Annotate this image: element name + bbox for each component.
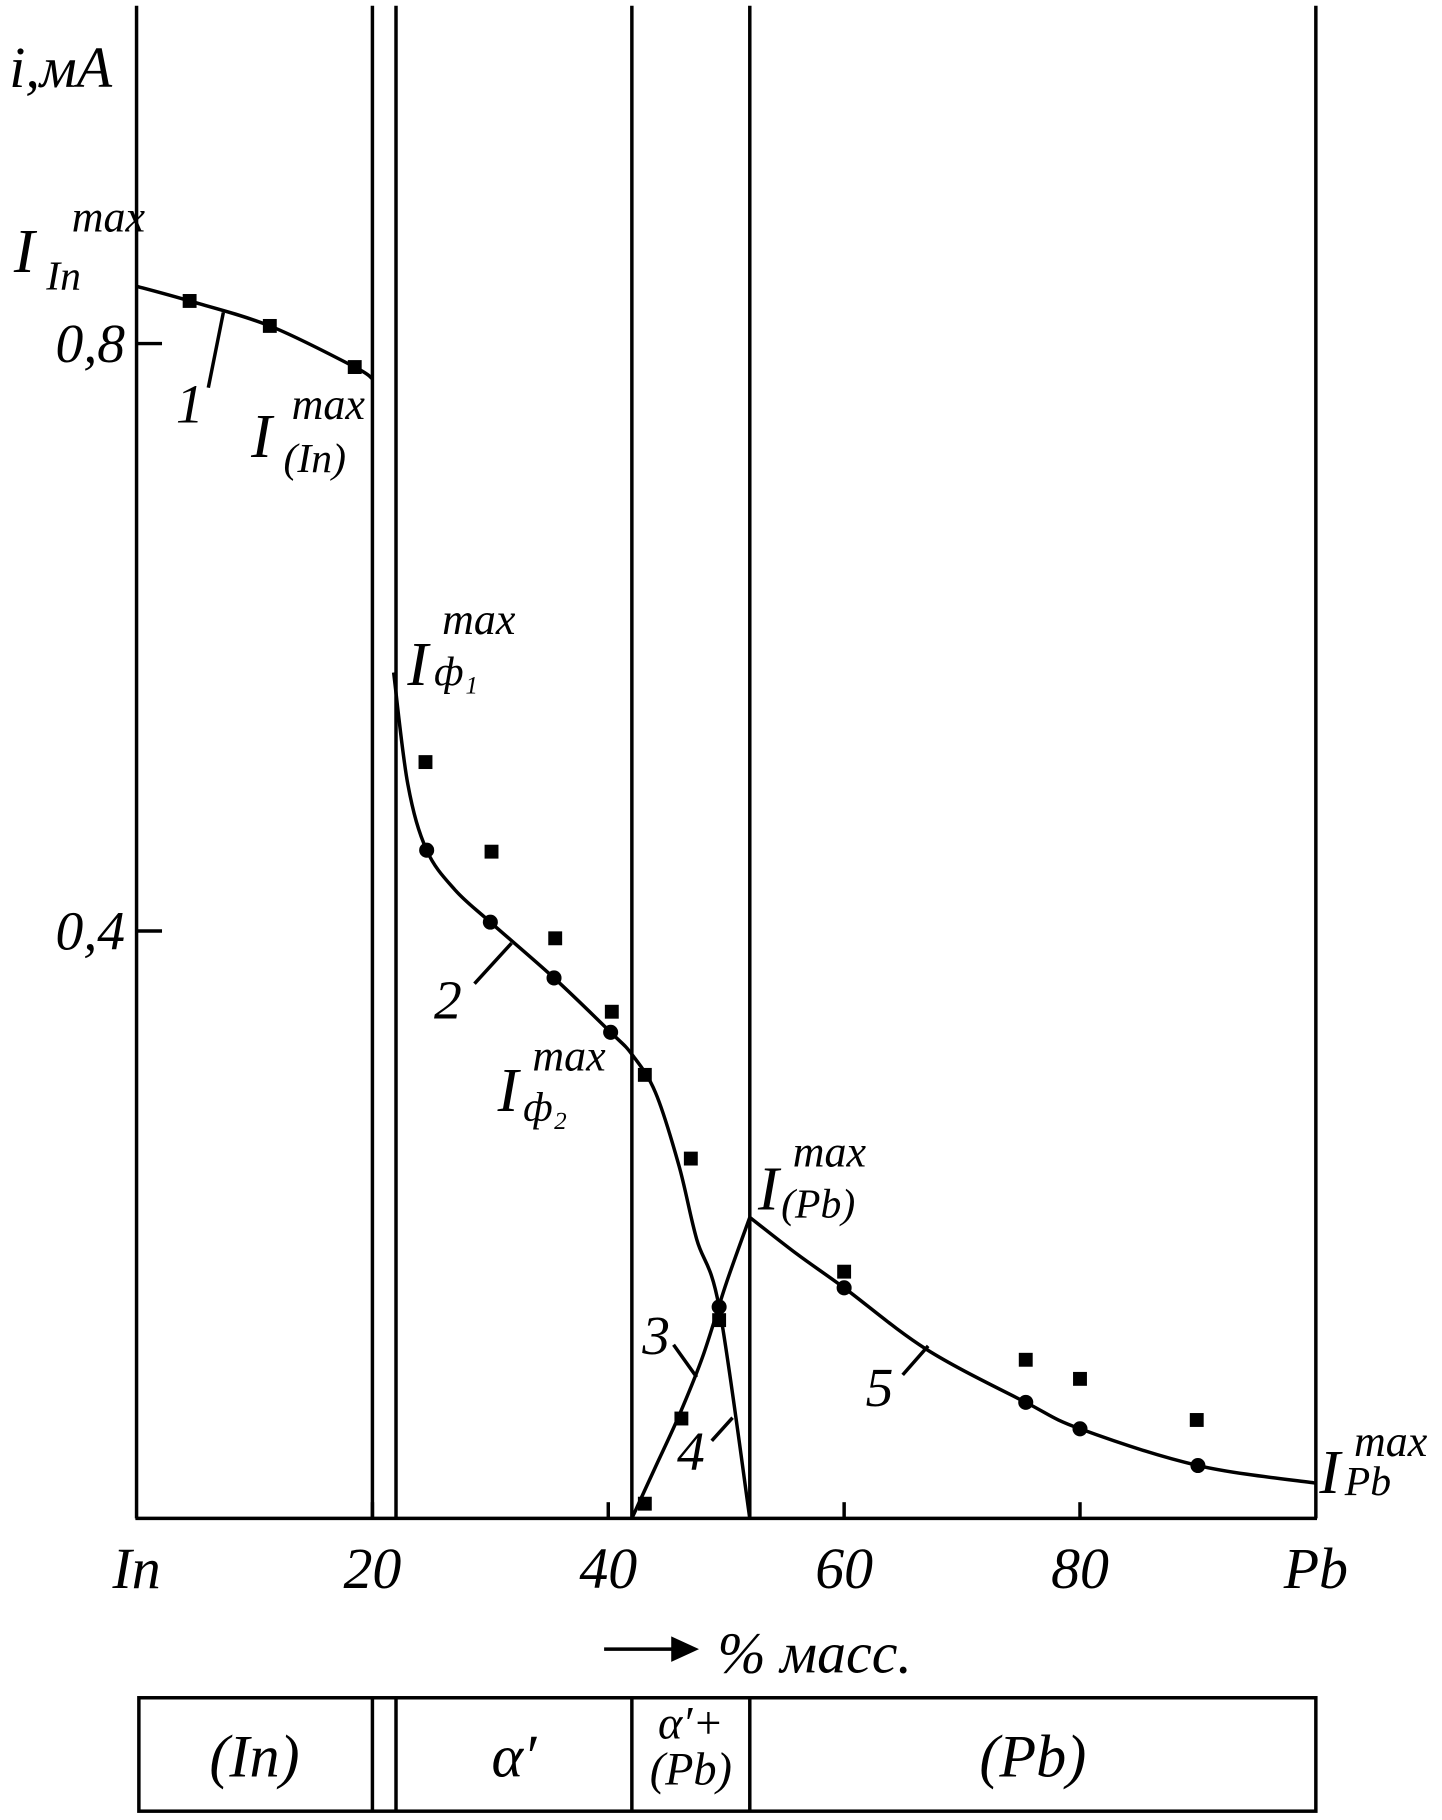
x-tick-label: 20	[343, 1536, 401, 1601]
phase-label: α′+	[658, 1698, 724, 1749]
annotation-sup: max	[292, 380, 366, 429]
square-point	[182, 294, 197, 308]
annotation-sup: max	[532, 1032, 606, 1081]
x-tick-label: 60	[815, 1536, 873, 1601]
y-tick-label: 0,4	[56, 900, 125, 962]
leader	[473, 942, 513, 985]
square-point	[548, 931, 563, 946]
curve-label: 1	[176, 373, 204, 435]
square-point	[712, 1313, 727, 1328]
leader	[206, 312, 226, 389]
x-tick-label: 80	[1051, 1536, 1109, 1601]
phase-bar	[137, 1696, 1318, 1813]
annotation-sup: max	[1354, 1417, 1428, 1466]
circle-point	[482, 914, 498, 930]
annotation-sup: max	[793, 1128, 867, 1177]
square-point	[1073, 1371, 1087, 1386]
square-point	[484, 844, 499, 859]
square-point	[347, 360, 362, 374]
curve	[136, 284, 374, 381]
x-tick-label: Pb	[1283, 1536, 1348, 1601]
circle-point	[546, 970, 562, 986]
phase-label: (Pb)	[650, 1745, 732, 1796]
annotation-sup: max	[72, 192, 146, 241]
square-point	[637, 1496, 652, 1511]
square-point	[418, 755, 433, 770]
square-point	[674, 1411, 689, 1426]
annotation-sub: Pb	[1344, 1459, 1391, 1505]
square-point	[604, 1004, 619, 1019]
square-point	[637, 1067, 652, 1082]
circle-point	[836, 1280, 852, 1296]
x-tick-label: In	[111, 1536, 160, 1601]
annotation-sub: (In)	[284, 436, 346, 482]
circle-point	[1190, 1457, 1206, 1474]
annotation-sub: In	[45, 253, 81, 299]
square-point	[262, 318, 277, 333]
arrow-head	[671, 1636, 700, 1662]
curve	[748, 1215, 1317, 1485]
annotation-main: I	[13, 216, 38, 286]
curve	[630, 1216, 752, 1520]
y-axis-label: i,мА	[9, 35, 112, 100]
square-point	[837, 1264, 852, 1279]
curve-label: 3	[641, 1305, 670, 1367]
x-tick-label: 40	[579, 1536, 637, 1601]
annotation-main: I	[757, 1153, 782, 1223]
circle-point	[1018, 1394, 1034, 1410]
annotation-sub: ф₁	[434, 649, 478, 695]
annotation-sup: max	[442, 595, 516, 644]
phase-label: (Pb)	[979, 1723, 1086, 1790]
curve	[391, 672, 752, 1519]
phase-label: (In)	[209, 1723, 299, 1790]
annotation-main: I	[497, 1055, 522, 1125]
circle-point	[711, 1299, 727, 1315]
square-point	[683, 1151, 698, 1166]
annotation-sub: (Pb)	[781, 1181, 855, 1227]
leader	[710, 1416, 734, 1442]
circle-point	[1072, 1421, 1088, 1437]
annotation-sub: ф₂	[523, 1084, 567, 1130]
phase-label: α′	[492, 1723, 538, 1790]
curve-label: 4	[677, 1421, 705, 1483]
circle-point	[603, 1024, 619, 1040]
circle-point	[419, 842, 435, 858]
x-axis-label: % масс.	[718, 1620, 912, 1685]
curve-label: 5	[866, 1357, 894, 1419]
annotation-main: I	[1318, 1437, 1343, 1507]
y-tick-label: 0,8	[56, 313, 126, 375]
leader	[901, 1344, 930, 1377]
curve-label: 2	[434, 969, 462, 1031]
square-point	[1189, 1413, 1204, 1427]
leader	[672, 1343, 699, 1379]
annotation-main: I	[250, 401, 275, 471]
square-point	[1018, 1352, 1033, 1367]
annotation-main: I	[406, 629, 431, 699]
